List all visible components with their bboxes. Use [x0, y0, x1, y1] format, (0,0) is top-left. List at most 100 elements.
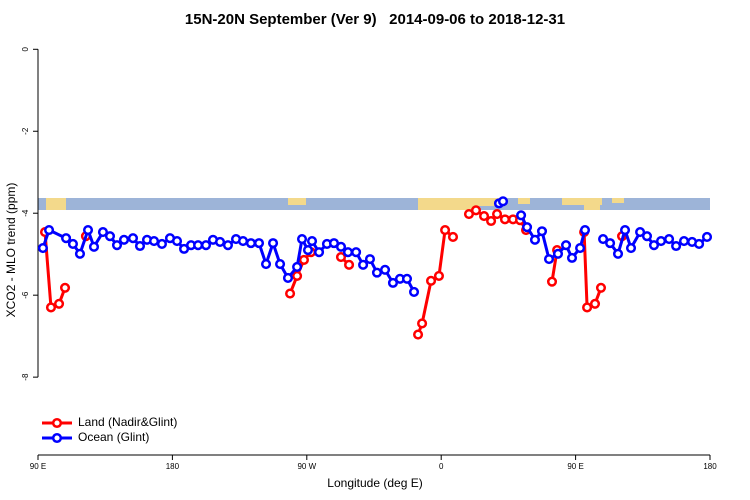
data-point — [285, 288, 296, 299]
data-point — [575, 242, 586, 254]
data-point — [529, 234, 541, 245]
data-point — [536, 226, 548, 237]
data-point — [694, 238, 705, 250]
data-point — [364, 254, 376, 265]
data-point — [335, 241, 347, 252]
data-point — [156, 238, 167, 250]
x-tick-label: 180 — [703, 462, 717, 471]
data-point — [298, 254, 310, 265]
data-point — [97, 227, 109, 238]
data-point — [292, 270, 303, 281]
data-point — [701, 231, 713, 243]
data-point — [579, 224, 591, 236]
data-point — [678, 236, 690, 247]
data-point — [612, 248, 624, 259]
data-point — [595, 282, 607, 293]
data-point — [260, 258, 272, 270]
map-strip — [38, 198, 710, 210]
data-point — [275, 258, 286, 270]
series-line — [45, 210, 622, 334]
data-point — [292, 261, 303, 272]
data-point — [342, 247, 354, 258]
data-point — [193, 240, 204, 251]
data-point — [268, 238, 279, 249]
legend-marker — [51, 417, 63, 429]
data-point — [111, 240, 123, 251]
y-axis-label: XCO2 - MLO trend (ppm) — [4, 183, 18, 318]
data-point — [470, 205, 482, 216]
data-point — [171, 236, 183, 247]
data-point — [433, 270, 445, 281]
data-point — [351, 247, 362, 258]
data-point — [387, 277, 399, 288]
data-point — [313, 247, 325, 258]
data-point — [648, 240, 660, 251]
data-point — [88, 241, 100, 252]
legend-label: Ocean (Glint) — [78, 430, 149, 444]
data-point — [598, 233, 609, 245]
data-point — [37, 242, 48, 254]
data-point — [214, 236, 226, 247]
data-point — [59, 282, 71, 293]
data-point — [479, 211, 490, 222]
data-point — [413, 329, 424, 340]
data-point — [543, 254, 555, 265]
data-point — [74, 248, 86, 259]
data-point — [148, 236, 160, 247]
y-tick-label: -8 — [21, 373, 30, 381]
y-tick-label: -6 — [21, 291, 30, 299]
data-point — [67, 238, 78, 250]
legend-marker — [51, 432, 63, 444]
data-point — [655, 236, 667, 247]
x-tick-label: 90 E — [567, 462, 583, 471]
data-point — [417, 318, 428, 329]
data-point — [127, 233, 139, 244]
data-point — [566, 252, 578, 263]
map-land — [46, 198, 624, 210]
data-point — [237, 236, 249, 247]
data-point — [306, 236, 318, 247]
y-tick-label: -4 — [21, 209, 30, 217]
data-point — [641, 231, 653, 242]
data-point — [302, 245, 314, 256]
data-point — [118, 234, 130, 245]
data-point — [497, 196, 509, 207]
data-point — [380, 264, 391, 275]
data-point — [282, 272, 294, 284]
data-point — [522, 222, 533, 233]
data-point — [335, 252, 347, 263]
data-point — [582, 302, 593, 313]
data-point — [605, 238, 616, 249]
data-point — [344, 259, 355, 270]
y-tick-label: -2 — [21, 127, 30, 135]
data-point — [104, 231, 116, 242]
x-tick-label: 90 W — [297, 462, 316, 471]
data-point — [664, 233, 675, 245]
data-point — [296, 233, 308, 245]
data-point — [635, 227, 646, 238]
data-point — [671, 240, 682, 252]
data-point — [200, 240, 212, 251]
data-point — [546, 276, 558, 287]
x-tick-label: 90 E — [30, 462, 46, 471]
data-point — [408, 286, 420, 297]
data-point — [358, 259, 369, 270]
data-point — [625, 242, 637, 254]
data-point — [486, 215, 497, 227]
data-point — [499, 214, 511, 225]
data-point — [516, 210, 527, 221]
data-point — [447, 231, 459, 243]
x-axis-label: Longitude (deg E) — [327, 476, 422, 490]
data-point — [44, 224, 55, 236]
data-point — [560, 240, 572, 251]
data-point — [492, 208, 503, 220]
x-tick-label: 180 — [166, 462, 180, 471]
data-point — [222, 240, 234, 251]
data-point — [619, 224, 631, 236]
data-point — [440, 224, 451, 236]
legend-label: Land (Nadir&Glint) — [78, 415, 177, 429]
data-point — [589, 298, 601, 309]
data-point — [425, 275, 437, 286]
chart-title: 15N-20N September (Ver 9) 2014-09-06 to … — [185, 11, 565, 28]
